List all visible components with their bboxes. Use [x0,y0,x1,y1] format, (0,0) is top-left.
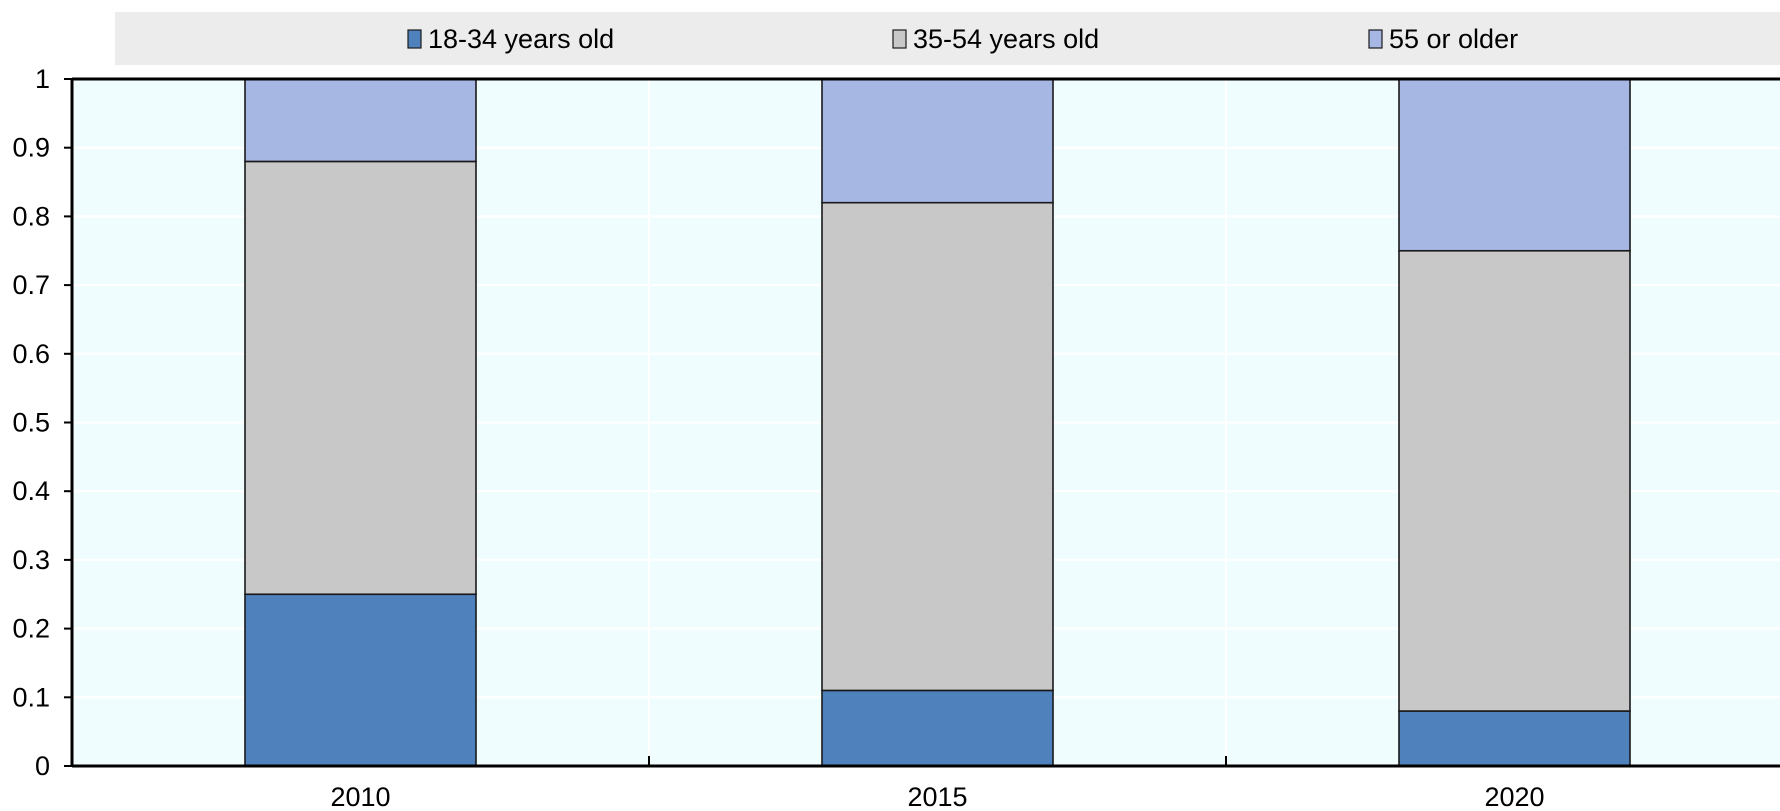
bars [244,78,1631,767]
legend-label: 18-34 years old [428,24,614,54]
y-tick-label: 0.1 [12,682,50,712]
x-tick-label: 2015 [907,782,967,811]
y-tick-label: 0.7 [12,270,50,300]
x-axis-ticks: 2010 2015 2020 [330,756,1545,811]
y-tick-label: 0.5 [12,408,50,438]
y-tick-label: 0 [35,751,50,781]
y-tick-label: 0.6 [12,339,50,369]
legend-label: 55 or older [1389,24,1518,54]
bar-segment [821,201,1054,692]
legend-label: 35-54 years old [913,24,1099,54]
bar-segment [1398,249,1631,712]
bar-segment [244,160,477,596]
y-tick-label: 0.8 [12,201,50,231]
legend-swatch [407,29,422,49]
y-tick-label: 0.2 [12,614,50,644]
legend-swatch [892,29,907,49]
y-tick-label: 0.9 [12,133,50,163]
x-tick-label: 2010 [330,782,390,811]
legend-item: 55 or older [1368,24,1518,54]
legend-background [115,12,1780,65]
bar-segment [244,593,477,767]
x-tick-label: 2020 [1484,782,1544,811]
y-tick-label: 0.4 [12,476,50,506]
legend-item: 35-54 years old [892,24,1099,54]
legend: 18-34 years old 35-54 years old 55 or olde… [407,24,1518,54]
y-axis-ticks: 0 0.1 0.2 0.3 0.4 0.5 0.6 0.7 0.8 0.9 1 [12,64,72,781]
legend-item: 18-34 years old [407,24,614,54]
legend-swatch [1368,29,1383,49]
bar-segment [821,689,1054,767]
bar-segment [1398,78,1631,252]
bar-segment [1398,710,1631,767]
y-tick-label: 1 [35,64,50,94]
y-tick-label: 0.3 [12,545,50,575]
bar-segment [821,78,1054,204]
bar-segment [244,78,477,163]
